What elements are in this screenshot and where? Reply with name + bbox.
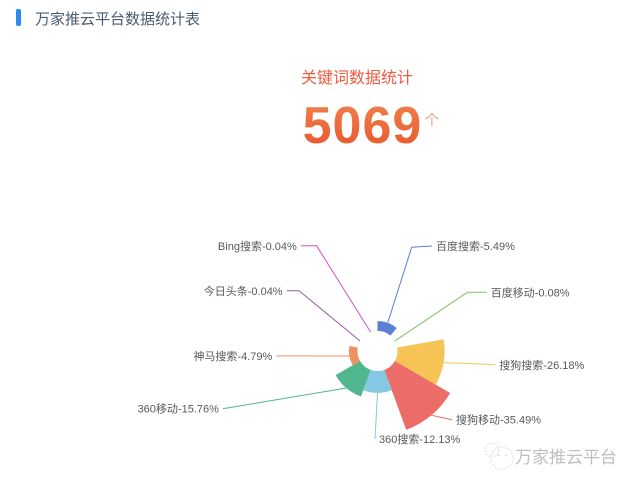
svg-text:360移动-15.76%: 360移动-15.76% xyxy=(138,403,220,416)
svg-text:Bing搜索-0.04%: Bing搜索-0.04% xyxy=(218,239,297,253)
svg-text:百度移动-0.08%: 百度移动-0.08% xyxy=(491,285,570,299)
svg-text:神马搜索-4.79%: 神马搜索-4.79% xyxy=(193,349,272,363)
svg-text:搜狗搜索-26.18%: 搜狗搜索-26.18% xyxy=(499,358,584,372)
svg-text:今日头条-0.04%: 今日头条-0.04% xyxy=(204,284,283,298)
svg-text:360搜索-12.13%: 360搜索-12.13% xyxy=(379,432,461,446)
svg-text:百度搜索-5.49%: 百度搜索-5.49% xyxy=(436,239,515,253)
svg-text:搜狗移动-35.49%: 搜狗移动-35.49% xyxy=(456,413,541,427)
